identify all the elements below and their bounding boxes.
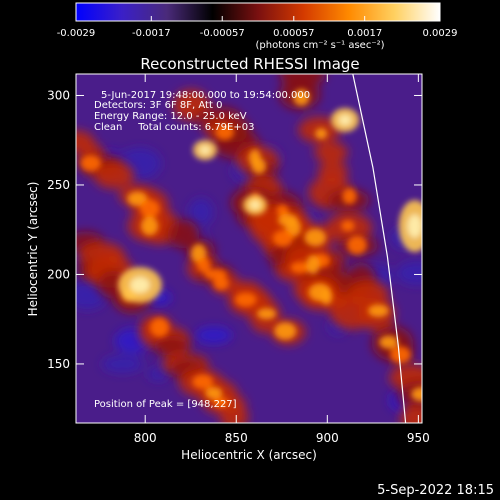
emission-core bbox=[80, 154, 102, 172]
annotation-clean-counts: Clean Total counts: 6.79E+03 bbox=[94, 122, 254, 133]
emission-core bbox=[213, 397, 229, 408]
low-intensity-patch bbox=[396, 261, 422, 286]
peak-core-center bbox=[407, 214, 422, 238]
chart-title: Reconstructed RHESSI Image bbox=[140, 55, 359, 73]
emission-core bbox=[304, 228, 327, 247]
emission-core bbox=[215, 124, 235, 141]
emission-core bbox=[347, 235, 367, 255]
emission-blob bbox=[219, 402, 249, 423]
peak-core-center bbox=[199, 145, 211, 155]
low-intensity-patch bbox=[188, 198, 214, 227]
emission-core bbox=[150, 317, 169, 338]
colorbar-tick-label: 0.0017 bbox=[347, 28, 382, 39]
plot-frame bbox=[75, 73, 423, 424]
emission-core bbox=[306, 255, 320, 275]
colorbar bbox=[75, 2, 441, 22]
emission-core bbox=[390, 346, 411, 364]
colorbar-tick-label: -0.00057 bbox=[200, 28, 245, 39]
colorbar-tick-label: -0.0029 bbox=[57, 28, 96, 39]
emission-core bbox=[315, 128, 328, 140]
emission-blob bbox=[153, 335, 189, 357]
annotation-peak-position: Position of Peak = [948,227] bbox=[94, 399, 237, 410]
emission-core bbox=[411, 387, 422, 402]
y-tick-label: 200 bbox=[47, 267, 70, 281]
emission-core bbox=[272, 230, 294, 247]
colorbar-tick-label: -0.0017 bbox=[132, 28, 171, 39]
annotation-time-range: 5-Jun-2017 19:48:00.000 to 19:54:00.000 bbox=[101, 90, 310, 101]
x-tick-label: 950 bbox=[407, 431, 430, 445]
emission-core bbox=[192, 374, 214, 390]
emission-blob bbox=[93, 161, 134, 189]
emission-core bbox=[342, 188, 357, 205]
colorbar-ticks: -0.0029 -0.0017 -0.00057 0.00057 0.0017 0.002… bbox=[57, 16, 458, 39]
footer-timestamp: 5-Sep-2022 18:15 bbox=[377, 483, 494, 498]
annotation-energy-range: Energy Range: 12.0 - 25.0 keV bbox=[94, 111, 247, 122]
emission-core bbox=[379, 335, 399, 349]
peak-core-center bbox=[338, 114, 352, 126]
low-intensity-patch bbox=[195, 326, 233, 344]
emission-core bbox=[196, 257, 211, 273]
heatmap-image bbox=[76, 74, 422, 423]
emission-core bbox=[368, 304, 389, 318]
solar-limb-curve bbox=[352, 74, 407, 423]
emission-core bbox=[274, 322, 297, 340]
emission-core bbox=[140, 216, 159, 236]
x-tick-label: 800 bbox=[134, 431, 157, 445]
y-tick-label: 300 bbox=[47, 88, 70, 102]
peak-core-center bbox=[130, 276, 150, 294]
emission-core bbox=[205, 386, 223, 400]
emission-core bbox=[139, 199, 160, 218]
x-tick-label: 900 bbox=[316, 431, 339, 445]
low-intensity-patch bbox=[147, 367, 169, 381]
colorbar-tick-label: 0.0029 bbox=[423, 28, 458, 39]
low-intensity-patch bbox=[101, 355, 144, 373]
heatmap-hot-cores bbox=[80, 89, 422, 408]
colorbar-tick-label: 0.00057 bbox=[273, 28, 314, 39]
colorbar-units-label: (photons cm⁻² s⁻¹ asec⁻²) bbox=[255, 40, 384, 51]
x-axis-ticks: 800 850 900 950 bbox=[134, 74, 430, 445]
emission-core bbox=[127, 191, 148, 207]
annotation-detectors: Detectors: 3F 6F 8F, Att 0 bbox=[94, 100, 222, 111]
y-tick-label: 250 bbox=[47, 178, 70, 192]
emission-core bbox=[234, 292, 257, 307]
emission-core bbox=[276, 204, 289, 216]
emission-core bbox=[213, 276, 229, 291]
x-axis-label: Heliocentric X (arcsec) bbox=[181, 448, 317, 462]
emission-core bbox=[256, 308, 277, 320]
y-tick-label: 150 bbox=[47, 357, 70, 371]
emission-core bbox=[290, 261, 310, 274]
emission-core bbox=[341, 220, 355, 232]
peak-core-center bbox=[249, 200, 261, 210]
y-axis-ticks: 150 200 250 300 bbox=[47, 88, 422, 371]
emission-blob bbox=[314, 141, 348, 163]
emission-core bbox=[320, 288, 333, 305]
emission-blob bbox=[167, 219, 200, 249]
y-axis-label: Heliocentric Y (arcsec) bbox=[26, 182, 40, 317]
emission-core bbox=[251, 158, 267, 174]
emission-core bbox=[293, 89, 310, 106]
x-tick-label: 850 bbox=[225, 431, 248, 445]
